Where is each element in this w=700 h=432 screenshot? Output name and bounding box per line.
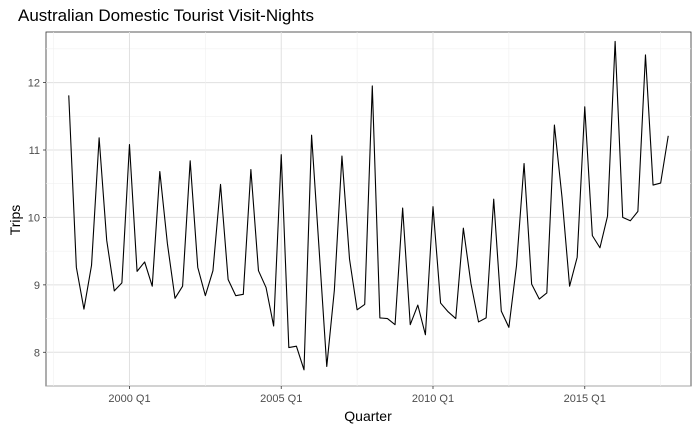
y-tick-label: 10 (28, 212, 40, 224)
y-tick-label: 9 (34, 280, 40, 292)
y-axis-title: Trips (7, 205, 23, 236)
x-axis-title: Quarter (344, 408, 392, 424)
series-line (68, 40, 669, 371)
y-tick-label: 11 (29, 145, 40, 157)
series-layer (68, 40, 669, 371)
y-tick-label: 12 (28, 78, 40, 90)
x-tick-label: 2010 Q1 (412, 393, 454, 405)
chart-title: Australian Domestic Tourist Visit-Nights (18, 6, 315, 25)
y-axis-ticks: 8 9 10 11 12 (28, 78, 46, 359)
x-axis-ticks: 2000 Q1 2005 Q1 2010 Q1 2015 Q1 (108, 386, 606, 405)
y-tick-label: 8 (34, 347, 40, 359)
x-tick-label: 2005 Q1 (260, 393, 302, 405)
x-tick-label: 2000 Q1 (108, 393, 150, 405)
x-tick-label: 2015 Q1 (564, 393, 606, 405)
